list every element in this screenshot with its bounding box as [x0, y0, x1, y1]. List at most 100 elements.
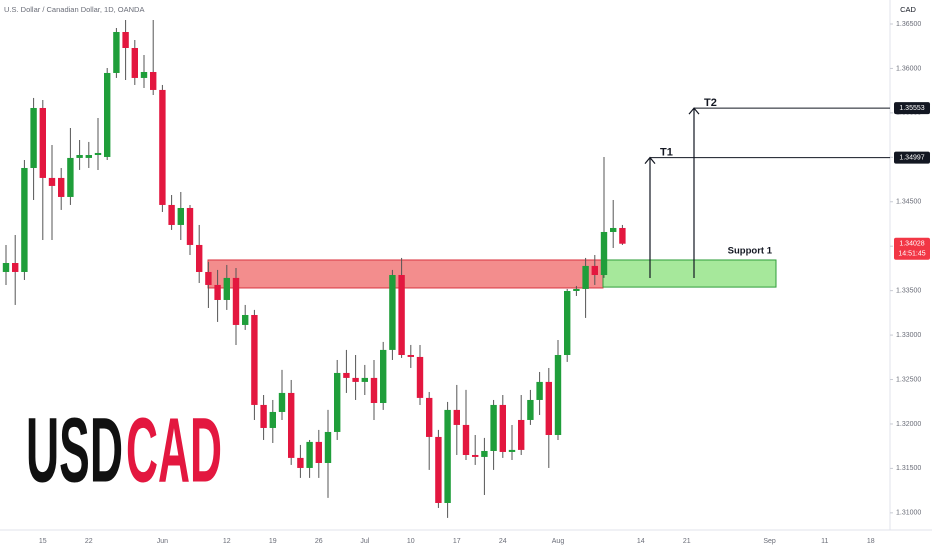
x-tick-label: 14	[637, 538, 645, 545]
candle-body	[2, 263, 10, 272]
candle-body	[306, 441, 313, 468]
x-tick-label: 18	[867, 538, 875, 545]
watermark-quote: CAD	[126, 399, 222, 501]
candle-body	[527, 399, 534, 420]
candle-body	[573, 288, 580, 291]
candle-body	[370, 377, 378, 403]
x-tick-label: 19	[269, 538, 277, 545]
candle-body	[398, 274, 405, 355]
x-tick-label: 26	[315, 538, 323, 545]
zone-label: Support 1	[728, 245, 773, 256]
chart-title: U.S. Dollar / Canadian Dollar, 1D, OANDA	[4, 5, 144, 14]
candle-body	[260, 404, 267, 428]
y-tick-label: 1.36000	[896, 65, 921, 72]
x-tick-label: Sep	[763, 538, 776, 545]
candle-body	[232, 277, 240, 325]
x-tick-label: 24	[499, 538, 507, 545]
candle-body	[131, 47, 138, 78]
x-tick-label: 11	[821, 538, 828, 545]
candle-body	[205, 271, 212, 285]
candle-body	[113, 31, 120, 73]
candle-body	[545, 381, 552, 435]
candle-body	[39, 107, 46, 178]
target-price-box	[894, 102, 930, 115]
candle-body	[140, 71, 148, 78]
x-tick-label: 17	[453, 538, 461, 545]
candle-body	[361, 377, 368, 382]
candle-body	[416, 356, 424, 398]
candle-body	[435, 436, 442, 503]
candle-body	[407, 354, 414, 357]
candle-body	[94, 152, 102, 156]
target-price-label: 1.35553	[899, 105, 924, 112]
candle-body	[564, 290, 571, 355]
candle-body	[426, 397, 433, 437]
candle-body	[12, 263, 19, 272]
y-tick-label: 1.33000	[896, 332, 921, 339]
candle-body	[196, 244, 203, 272]
candle-body	[251, 314, 258, 405]
x-tick-label: Jul	[360, 538, 369, 545]
candle-body	[444, 409, 451, 503]
candle-body	[352, 377, 359, 382]
candle-body	[168, 204, 175, 225]
candle-body	[21, 167, 28, 272]
x-tick-label: 15	[39, 538, 47, 545]
candle-body	[389, 274, 396, 350]
x-tick-label: 22	[85, 538, 93, 545]
y-tick-label: 1.34500	[896, 199, 921, 206]
candle-body	[278, 392, 286, 412]
candle-body	[554, 354, 562, 435]
candle-body	[610, 227, 617, 232]
candle-body	[600, 231, 608, 275]
target-label: T2	[704, 97, 717, 109]
candle-body	[85, 155, 92, 158]
zone	[602, 259, 777, 288]
target-arrow	[644, 156, 656, 278]
candle-body	[214, 284, 221, 300]
y-tick-label: 1.31500	[896, 465, 921, 472]
x-tick-label: 10	[407, 538, 415, 545]
target-price-label: 1.34997	[899, 154, 924, 161]
candle-body	[76, 155, 83, 158]
target-arrow	[688, 107, 700, 278]
watermark-base: USD	[26, 399, 123, 501]
candle-body	[288, 392, 295, 458]
candle-body	[269, 411, 276, 428]
y-tick-label: 1.33500	[896, 287, 921, 294]
candle-body	[30, 107, 37, 168]
candle-body	[324, 431, 332, 463]
candle-body	[462, 424, 470, 455]
candle-body	[159, 89, 166, 205]
last-price-box	[894, 237, 930, 260]
zone	[207, 259, 604, 289]
candle-body	[223, 277, 230, 300]
x-tick-label: Jun	[157, 538, 168, 545]
candle-body	[315, 441, 322, 463]
candle-body	[343, 372, 350, 378]
candle-body	[591, 265, 598, 275]
candle-body	[177, 207, 184, 225]
target-price-box	[894, 151, 930, 164]
currency-label: CAD	[900, 5, 916, 14]
candle-body	[297, 457, 304, 468]
candle-body	[380, 349, 387, 403]
candle-body	[104, 72, 111, 157]
x-tick-label: Aug	[552, 538, 565, 545]
candle-body	[490, 404, 497, 451]
candle-body	[619, 227, 626, 244]
candle-body	[150, 71, 157, 90]
candle-body	[481, 450, 488, 457]
candle-body	[186, 207, 194, 245]
candle-body	[536, 381, 543, 400]
candle-body	[67, 157, 74, 197]
candle-body	[122, 31, 129, 48]
candle-body	[518, 419, 525, 450]
candle-body	[242, 314, 249, 325]
candle-body	[499, 404, 506, 452]
x-tick-label: 12	[223, 538, 231, 545]
candle-body	[58, 177, 65, 197]
candle-body	[472, 454, 479, 457]
candle-body	[582, 265, 589, 289]
